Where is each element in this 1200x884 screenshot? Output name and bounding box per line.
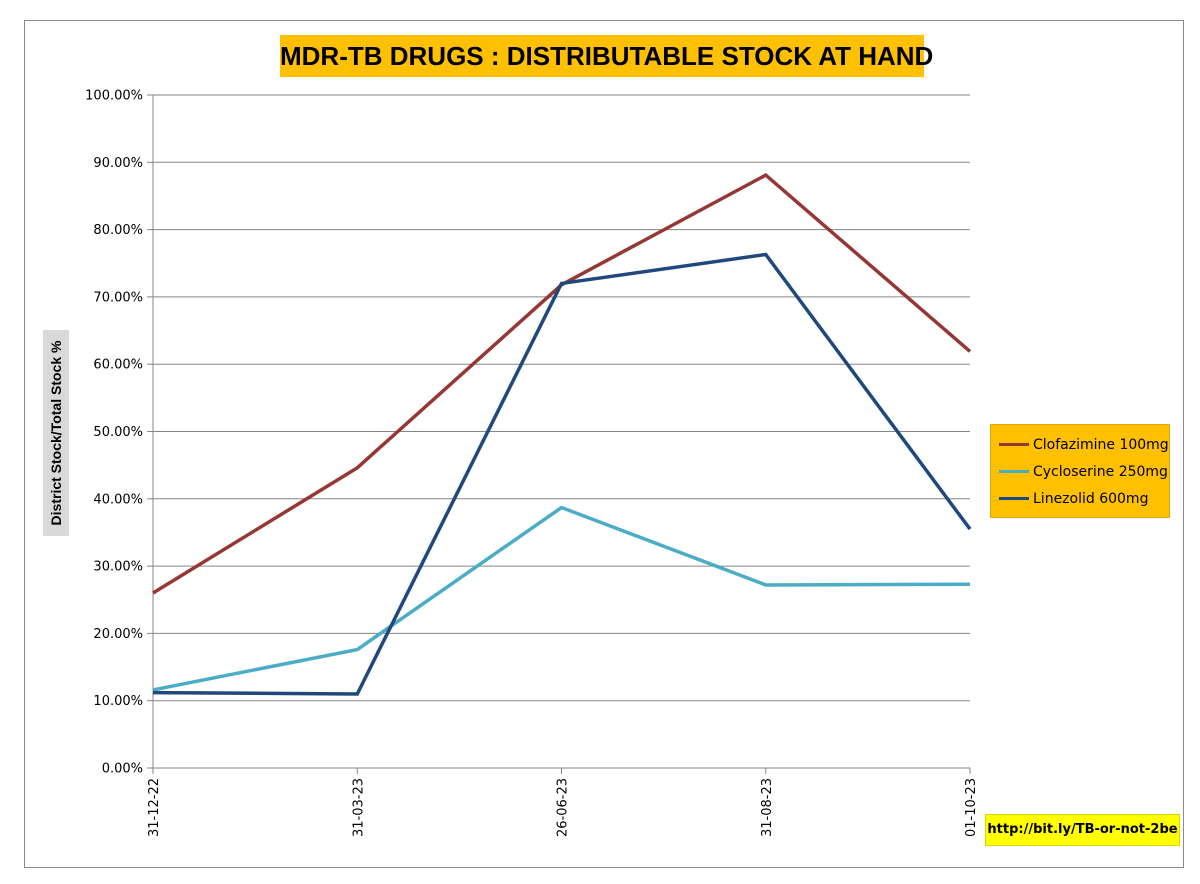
y-tick-label: 80.00% xyxy=(93,223,143,238)
legend-label-linezolid: Linezolid 600mg xyxy=(1033,490,1149,507)
x-tick-label: 31-12-22 xyxy=(147,778,162,837)
y-tick-label: 90.00% xyxy=(93,156,143,171)
legend-label-clofazimine: Clofazimine 100mg xyxy=(1033,436,1169,453)
x-tick-labels: 31-12-22 31-03-23 26-06-23 31-08-23 01-10-23 xyxy=(147,778,979,837)
legend: Clofazimine 100mg Cycloserine 250mg Line… xyxy=(990,424,1170,518)
y-axis-label-background xyxy=(43,330,69,536)
x-tick-label: 01-10-23 xyxy=(964,778,979,837)
x-tick-label: 26-06-23 xyxy=(556,778,571,837)
legend-item-clofazimine: Clofazimine 100mg xyxy=(999,431,1169,458)
y-tick-label: 70.00% xyxy=(93,290,143,305)
series-line-0 xyxy=(152,172,972,595)
x-tick-label: 31-08-23 xyxy=(760,778,775,837)
legend-label-cycloserine: Cycloserine 250mg xyxy=(1033,463,1168,480)
series-line-2 xyxy=(152,252,972,696)
y-tick-label: 60.00% xyxy=(93,358,143,373)
y-tick-label: 0.00% xyxy=(102,762,143,777)
y-tick-label: 40.00% xyxy=(93,492,143,507)
source-url-badge[interactable]: http://bit.ly/TB-or-not-2be xyxy=(985,814,1180,846)
y-tick-labels: 0.00% 10.00% 20.00% 30.00% 40.00% 50.00% 60.00… xyxy=(85,89,143,777)
y-tick-label: 20.00% xyxy=(93,627,143,642)
axes xyxy=(147,94,971,774)
legend-swatch-cycloserine xyxy=(999,470,1029,473)
y-tick-label: 50.00% xyxy=(93,425,143,440)
gridlines xyxy=(153,94,970,702)
legend-item-cycloserine: Cycloserine 250mg xyxy=(999,458,1169,485)
series-line-1 xyxy=(152,505,971,692)
series-lines xyxy=(152,172,972,696)
legend-swatch-clofazimine xyxy=(999,443,1029,446)
legend-swatch-linezolid xyxy=(999,497,1029,500)
y-tick-label: 30.00% xyxy=(93,560,143,575)
y-tick-label: 10.00% xyxy=(93,694,143,709)
legend-item-linezolid: Linezolid 600mg xyxy=(999,485,1169,512)
y-tick-label: 100.00% xyxy=(85,89,143,104)
chart-title: MDR-TB DRUGS : DISTRIBUTABLE STOCK AT HA… xyxy=(280,35,933,77)
x-tick-label: 31-03-23 xyxy=(351,778,366,837)
